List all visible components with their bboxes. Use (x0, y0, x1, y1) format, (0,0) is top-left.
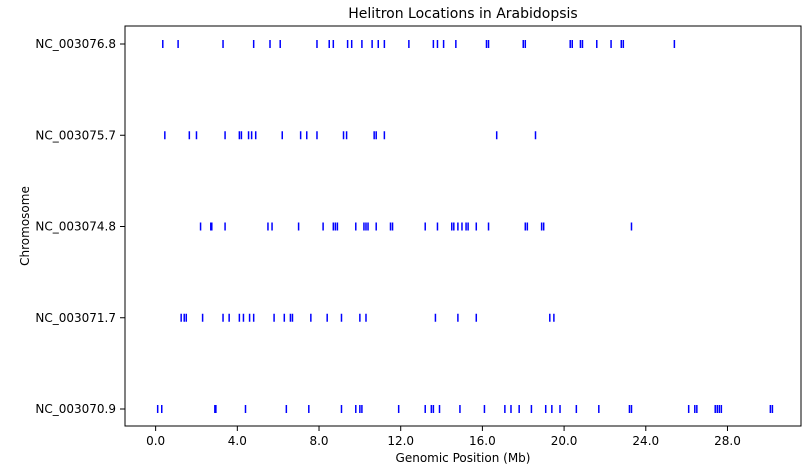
x-tick-label: 20.0 (551, 434, 578, 448)
chart-marks (156, 40, 774, 413)
y-tick-label: NC_003074.8 (35, 220, 116, 234)
x-tick-label: 4.0 (228, 434, 247, 448)
x-tick-label: 24.0 (632, 434, 659, 448)
chart-title: Helitron Locations in Arabidopsis (348, 6, 577, 22)
y-tick-label: NC_003076.8 (35, 37, 116, 51)
y-tick-label: NC_003075.7 (35, 128, 116, 142)
x-tick-label: 12.0 (387, 434, 414, 448)
x-axis-label: Genomic Position (Mb) (396, 451, 531, 465)
plot-frame (124, 25, 802, 427)
x-tick-label: 0.0 (146, 434, 165, 448)
y-tick-label: NC_003070.9 (35, 402, 116, 416)
y-axis-ticks: NC_003070.9 NC_003071.7 NC_003074.8 NC_0030… (35, 37, 125, 416)
y-axis-label: Chromosome (18, 186, 32, 266)
y-tick-label: NC_003071.7 (35, 311, 116, 325)
x-tick-label: 16.0 (469, 434, 496, 448)
x-tick-label: 28.0 (714, 434, 741, 448)
x-axis-ticks: 0.0 4.0 8.0 12.0 16.0 20.0 24.0 28.0 (146, 426, 741, 448)
x-tick-label: 8.0 (309, 434, 328, 448)
